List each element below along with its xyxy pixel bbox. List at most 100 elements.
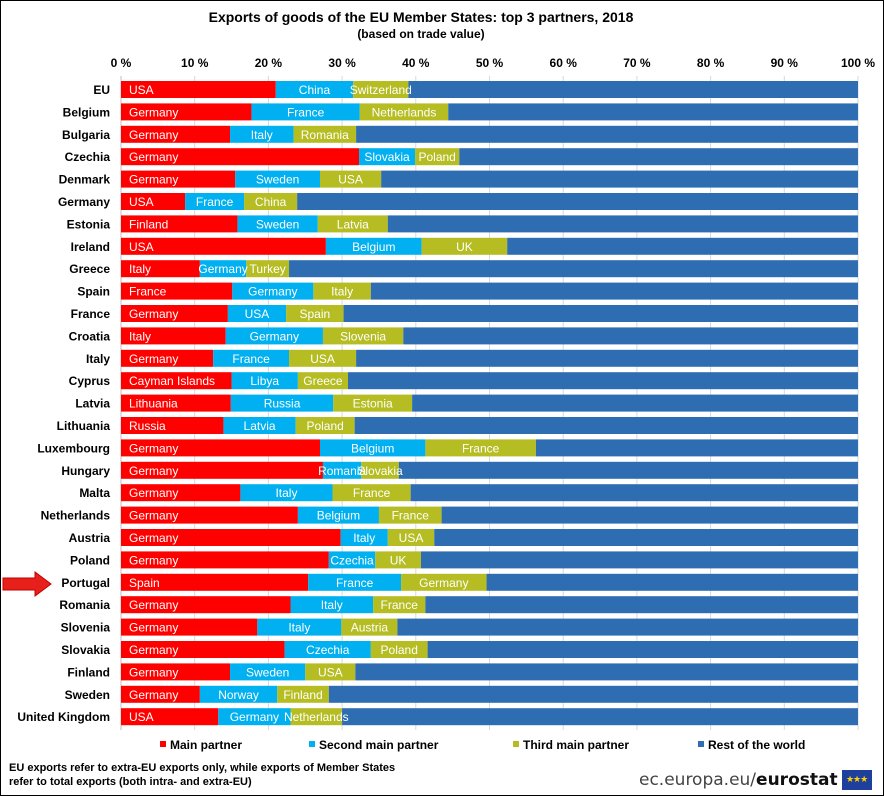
- partner-label-united-kingdom-2: Germany: [230, 710, 279, 724]
- bar-segment-malta-1: [121, 484, 241, 502]
- partner-label-ireland-2: Belgium: [352, 240, 395, 254]
- x-tick-label: 10 %: [181, 56, 209, 70]
- bar-segment-latvia-rest: [412, 394, 858, 412]
- bar-segment-luxembourg-rest: [535, 439, 858, 457]
- legend: Main partner Second main partner Third mai…: [160, 738, 805, 752]
- partner-label-croatia-1: Italy: [129, 329, 151, 343]
- partner-label-croatia-2: Germany: [250, 329, 299, 343]
- x-tick-label: 100 %: [841, 56, 875, 70]
- country-label-netherlands: Netherlands: [41, 509, 111, 523]
- bar-segment-cyprus-2: [231, 372, 298, 390]
- bar-segment-united-kingdom-rest: [342, 708, 859, 726]
- eurostat-logo[interactable]: ec.europa.eu/ eurostat ★★★: [639, 769, 872, 791]
- bar-segment-cyprus-1: [121, 372, 232, 390]
- partner-label-slovenia-2: Italy: [288, 621, 310, 635]
- partner-label-netherlands-2: Belgium: [317, 509, 360, 523]
- bar-segment-poland-3: [375, 551, 421, 569]
- chart-title: Exports of goods of the EU Member States…: [209, 9, 634, 25]
- bar-segment-slovakia-3: [370, 641, 428, 658]
- source-brand: eurostat: [756, 770, 838, 790]
- bar-segment-hungary-1: [121, 461, 323, 479]
- bar-segment-greece-1: [121, 260, 200, 278]
- partner-label-malta-2: Italy: [275, 486, 297, 500]
- bar-segment-finland-rest: [355, 663, 858, 681]
- country-label-belgium: Belgium: [63, 105, 110, 119]
- partner-label-ireland-1: USA: [129, 240, 154, 254]
- bar-segment-portugal-1: [121, 573, 309, 591]
- partner-label-greece-2: Germany: [198, 262, 247, 276]
- bar-segment-italy-1: [121, 349, 214, 367]
- partner-label-slovakia-2: Czechia: [306, 643, 350, 657]
- partner-label-germany-1: USA: [129, 195, 154, 209]
- x-tick-label: 80 %: [697, 56, 725, 70]
- bar-segment-bulgaria-1: [121, 125, 231, 143]
- country-label-estonia: Estonia: [67, 217, 111, 231]
- bar-segment-czechia-1: [121, 148, 360, 166]
- bar-segment-spain-rest: [370, 282, 858, 300]
- partner-label-hungary-2: Romania: [318, 464, 366, 478]
- partner-label-germany-3: China: [255, 195, 287, 209]
- bar-segment-malta-rest: [410, 484, 858, 502]
- partner-label-sweden-3: Finland: [283, 688, 322, 702]
- partner-label-poland-3: UK: [390, 553, 407, 567]
- highlight-arrow-icon: [2, 571, 52, 597]
- bar-segment-belgium-1: [121, 103, 252, 121]
- bar-segment-netherlands-1: [121, 506, 298, 524]
- partner-label-cyprus-3: Greece: [303, 374, 343, 388]
- bar-segment-malta-2: [240, 484, 333, 502]
- partner-label-slovakia-3: Poland: [381, 643, 418, 657]
- partner-label-latvia-1: Lithuania: [129, 397, 178, 411]
- country-label-united-kingdom: United Kingdom: [17, 710, 110, 724]
- partner-label-italy-3: USA: [310, 352, 335, 366]
- bar-segment-germany-2: [185, 193, 245, 210]
- legend-swatch-second-main-partner: [309, 741, 315, 747]
- bar-segment-latvia-2: [230, 394, 334, 412]
- legend-swatch-third-main-partner: [513, 741, 519, 747]
- x-tick-label: 30 %: [328, 56, 356, 70]
- bar-segment-germany-1: [121, 193, 186, 210]
- bar-segment-lithuania-2: [223, 417, 296, 434]
- stacked-bar-chart: Exports of goods of the EU Member States…: [2, 9, 875, 752]
- bar-segment-eu-2: [275, 81, 354, 98]
- partner-label-belgium-2: France: [287, 105, 325, 119]
- bar-segment-greece-3: [246, 260, 290, 278]
- footnote: EU exports refer to extra-EU exports onl…: [9, 761, 395, 789]
- legend-label-third-main-partner: Third main partner: [523, 738, 629, 752]
- partner-label-czechia-1: Germany: [129, 150, 178, 164]
- partner-label-denmark-3: USA: [338, 173, 363, 187]
- partner-label-netherlands-3: France: [392, 509, 430, 523]
- bar-segment-hungary-rest: [398, 461, 858, 479]
- partner-label-slovenia-3: Austria: [351, 621, 389, 635]
- partner-label-greece-3: Turkey: [250, 262, 286, 276]
- bar-segment-luxembourg-1: [121, 439, 320, 457]
- country-label-austria: Austria: [69, 531, 111, 545]
- bar-segment-luxembourg-3: [425, 439, 536, 457]
- bar-segment-cyprus-3: [297, 372, 348, 390]
- bar-segment-lithuania-3: [295, 417, 355, 434]
- bar-segment-belgium-2: [251, 103, 360, 121]
- partner-label-bulgaria-1: Germany: [129, 128, 178, 142]
- bar-segment-italy-3: [289, 349, 357, 367]
- bar-segment-france-rest: [343, 305, 859, 322]
- partner-label-czechia-2: Slovakia: [364, 150, 410, 164]
- bar-segment-spain-1: [121, 282, 233, 300]
- bar-segment-ireland-2: [325, 237, 422, 255]
- partner-label-cyprus-2: Libya: [250, 374, 279, 388]
- bar-segment-denmark-1: [121, 170, 236, 188]
- bar-segment-denmark-2: [235, 170, 320, 188]
- partner-label-denmark-2: Sweden: [256, 173, 299, 187]
- bar-segment-slovenia-rest: [397, 618, 858, 636]
- partner-label-sweden-2: Norway: [218, 688, 259, 702]
- bar-segment-bulgaria-rest: [356, 125, 858, 143]
- partner-label-eu-3: Switzerland: [350, 83, 412, 97]
- partner-label-finland-1: Germany: [129, 665, 178, 679]
- x-tick-label: 70 %: [623, 56, 651, 70]
- partner-label-malta-3: France: [353, 486, 391, 500]
- partner-label-estonia-3: Latvia: [337, 217, 369, 231]
- bar-segment-romania-1: [121, 596, 291, 614]
- partner-label-denmark-1: Germany: [129, 173, 178, 187]
- bar-segment-romania-rest: [425, 596, 858, 614]
- partner-label-sweden-1: Germany: [129, 688, 178, 702]
- bar-segment-spain-2: [232, 282, 314, 300]
